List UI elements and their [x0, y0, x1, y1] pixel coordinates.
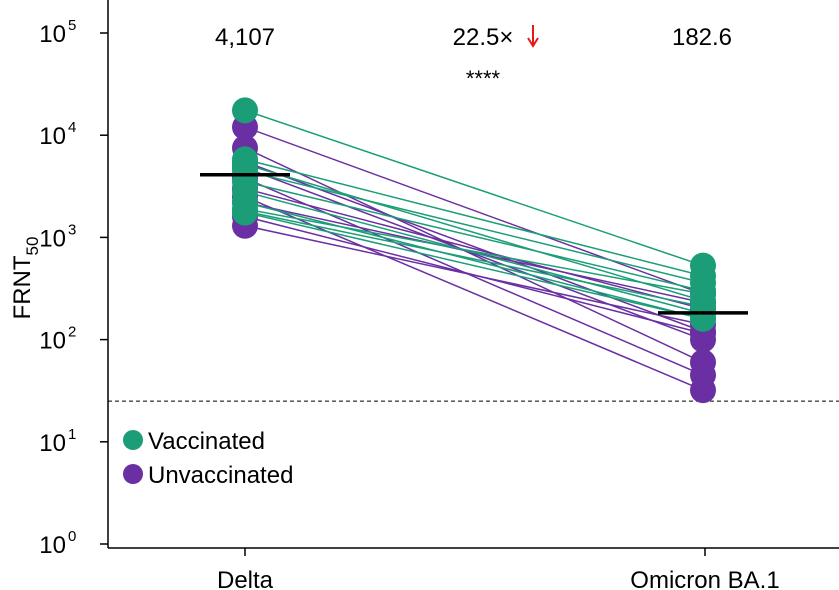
y-tick-label-5: 10: [39, 21, 66, 48]
pair-line-unvaccinated-5: [244, 187, 704, 310]
y-axis-label-subscript: 50: [23, 237, 42, 256]
point-omicron-vaccinated-9: [690, 269, 716, 296]
point-delta-vaccinated-0: [232, 97, 258, 124]
point-delta-vaccinated-8: [232, 199, 258, 226]
y-tick-label-4: 10: [39, 123, 66, 150]
pair-line-vaccinated-7: [244, 210, 704, 308]
geometric-mean-layer: [200, 172, 748, 315]
y-tick-label-3: 10: [39, 225, 66, 252]
pair-line-vaccinated-5: [244, 201, 704, 320]
pair-line-unvaccinated-3: [244, 167, 704, 341]
legend-label-vaccinated: Vaccinated: [148, 428, 265, 455]
points-layer: [232, 97, 716, 404]
pair-line-vaccinated-1: [244, 158, 704, 277]
legend-swatch-unvaccinated: [123, 464, 143, 484]
legend-label-unvaccinated: Unvaccinated: [148, 462, 293, 489]
pair-line-unvaccinated-4: [244, 177, 704, 376]
y-tick-label-2: 10: [39, 328, 66, 355]
y-tick-label-exp-4: 4: [68, 119, 76, 136]
point-omicron-unvaccinated-6: [690, 377, 716, 404]
pair-line-unvaccinated-6: [244, 196, 704, 391]
point-delta-vaccinated-9: [232, 157, 258, 184]
pair-line-vaccinated-8: [244, 211, 704, 320]
pair-line-vaccinated-4: [244, 190, 704, 315]
x-tick-label-omicron: Omicron BA.1: [630, 567, 779, 590]
legend-swatch-vaccinated: [123, 430, 143, 450]
fold-arrow-glyph: ↓: [0, 0, 1, 1]
y-tick-label-exp-0: 0: [68, 528, 76, 545]
pair-line-vaccinated-2: [244, 163, 704, 302]
fold-change-arrow-icon: [527, 25, 539, 48]
pair-line-vaccinated-9: [244, 169, 704, 284]
y-tick-label-exp-2: 2: [68, 324, 76, 341]
y-tick-label-exp-3: 3: [68, 221, 76, 238]
pair-line-unvaccinated-1: [244, 147, 704, 363]
legend: Vaccinated Unvaccinated: [123, 428, 293, 489]
y-axis-label-main: FRNT: [9, 255, 36, 319]
y-tick-label-exp-1: 1: [68, 426, 76, 443]
pair-line-vaccinated-0: [244, 109, 704, 267]
significance-label: ****: [466, 66, 501, 91]
gmt-label-omicron: 182.6: [672, 24, 732, 51]
point-omicron-vaccinated-8: [690, 305, 716, 332]
pair-line-unvaccinated-0: [244, 126, 704, 295]
pair-line-unvaccinated-9: [244, 215, 704, 335]
pair-line-vaccinated-3: [244, 181, 704, 292]
gmt-label-delta: 4,107: [215, 24, 275, 51]
y-tick-label-1: 10: [39, 430, 66, 457]
pair-lines-layer: [244, 109, 704, 391]
y-axis-label: FRNT50: [9, 237, 42, 320]
y-tick-label-exp-5: 5: [68, 17, 76, 34]
pair-line-vaccinated-6: [244, 208, 704, 295]
x-tick-label-delta: Delta: [217, 567, 274, 590]
fold-change-label: 22.5×: [453, 24, 514, 51]
y-tick-label-0: 10: [39, 532, 66, 559]
